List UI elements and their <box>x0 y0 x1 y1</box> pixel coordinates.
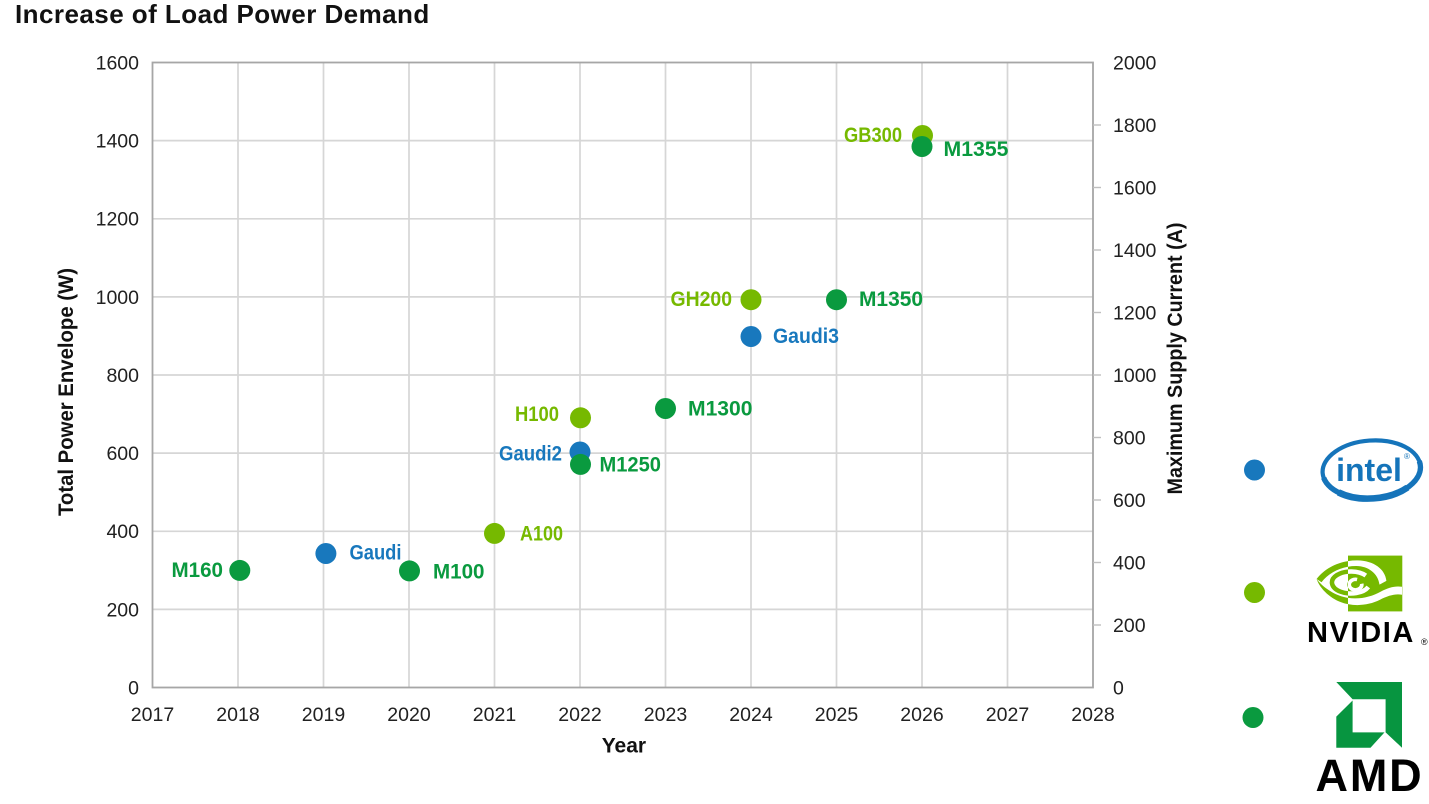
svg-text:600: 600 <box>1113 490 1146 512</box>
svg-text:200: 200 <box>1113 615 1146 637</box>
svg-text:0: 0 <box>1113 677 1124 699</box>
svg-text:200: 200 <box>106 599 139 621</box>
svg-text:800: 800 <box>1113 427 1146 449</box>
svg-text:800: 800 <box>106 365 139 387</box>
svg-text:1200: 1200 <box>96 209 140 231</box>
svg-text:M160: M160 <box>172 559 224 582</box>
svg-text:1400: 1400 <box>96 131 140 153</box>
svg-text:1600: 1600 <box>1113 177 1157 199</box>
svg-text:1400: 1400 <box>1113 240 1157 262</box>
svg-text:M1350: M1350 <box>859 288 923 311</box>
svg-text:2017: 2017 <box>131 704 174 726</box>
svg-text:2028: 2028 <box>1071 704 1114 726</box>
svg-text:GH200: GH200 <box>671 288 733 311</box>
svg-text:2018: 2018 <box>216 704 259 726</box>
svg-text:NVIDIA: NVIDIA <box>1307 617 1415 649</box>
svg-text:1800: 1800 <box>1113 115 1157 137</box>
svg-text:Gaudi3: Gaudi3 <box>773 325 839 348</box>
svg-text:2019: 2019 <box>302 704 345 726</box>
svg-text:2025: 2025 <box>815 704 859 726</box>
svg-text:®: ® <box>1404 452 1410 461</box>
svg-text:M1300: M1300 <box>688 398 753 421</box>
svg-text:M1355: M1355 <box>944 138 1009 161</box>
svg-text:intel: intel <box>1336 452 1402 488</box>
svg-text:GB300: GB300 <box>844 124 902 147</box>
svg-text:600: 600 <box>106 443 139 465</box>
svg-text:2020: 2020 <box>387 704 431 726</box>
svg-text:2026: 2026 <box>900 704 943 726</box>
svg-text:2000: 2000 <box>1113 52 1157 74</box>
svg-text:2023: 2023 <box>644 704 687 726</box>
svg-text:Total Power Envelope (W): Total Power Envelope (W) <box>55 268 78 516</box>
svg-text:2027: 2027 <box>986 704 1029 726</box>
svg-text:1000: 1000 <box>1113 365 1157 387</box>
svg-text:Gaudi: Gaudi <box>350 542 402 565</box>
svg-text:®: ® <box>1421 637 1428 647</box>
svg-text:A100: A100 <box>520 523 563 546</box>
svg-text:AMD: AMD <box>1316 750 1424 799</box>
svg-text:Increase of Load Power Demand: Increase of Load Power Demand <box>15 0 430 29</box>
svg-text:400: 400 <box>106 521 139 543</box>
svg-text:1200: 1200 <box>1113 302 1157 324</box>
svg-text:1600: 1600 <box>96 52 140 74</box>
svg-text:2024: 2024 <box>729 704 773 726</box>
svg-text:0: 0 <box>128 677 139 699</box>
svg-text:2022: 2022 <box>558 704 601 726</box>
svg-text:M1250: M1250 <box>600 454 662 477</box>
svg-text:Year: Year <box>602 735 646 758</box>
svg-text:2021: 2021 <box>473 704 516 726</box>
svg-text:H100: H100 <box>515 403 559 426</box>
svg-text:Maximum Supply Current (A): Maximum Supply Current (A) <box>1164 223 1187 495</box>
svg-text:400: 400 <box>1113 552 1146 574</box>
svg-text:1000: 1000 <box>96 287 140 309</box>
svg-text:Gaudi2: Gaudi2 <box>499 443 562 466</box>
svg-text:M100: M100 <box>433 561 485 584</box>
